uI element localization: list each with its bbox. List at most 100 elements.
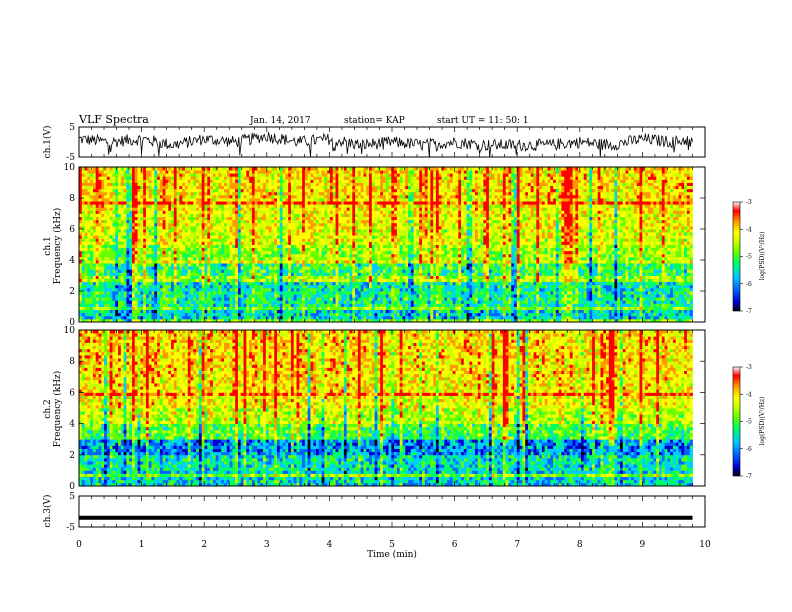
ch1-spectrogram-cell [634, 303, 637, 307]
ch1-spectrogram-cell [547, 303, 550, 307]
ch1-spectrogram-cell [425, 307, 428, 311]
ch1-spectrogram-cell [553, 294, 556, 298]
ch1-spectrogram-cell [514, 307, 517, 311]
ch1-spectrogram-cell [216, 313, 219, 317]
ch1-spectrogram-cell [358, 294, 361, 298]
ch1-spectrogram-cell [177, 316, 180, 320]
ch1-spectrogram-cell [687, 316, 690, 320]
ch1-spectrogram-cell [681, 300, 684, 304]
ch1-spectrogram-cell [550, 303, 553, 307]
ch1-spectrogram-cell [531, 300, 534, 304]
ch1-spectrogram-cell [626, 294, 629, 298]
ch1-spectrogram-cell [260, 310, 263, 314]
ch1-spectrogram-cell [469, 316, 472, 320]
ch1-spectrogram-cell [344, 303, 347, 307]
ch1-spectrogram-cell [149, 297, 152, 301]
ch1-spectrogram-cell [450, 300, 453, 304]
ch1-spectrogram-cell [464, 294, 467, 298]
ch1-spectrogram-cell [104, 300, 107, 304]
ch1-spectrogram-cell [241, 313, 244, 317]
ch1-spectrogram-cell [534, 307, 537, 311]
ch1-spectrogram-cell [673, 297, 676, 301]
ch1-spectrogram-cell [653, 294, 656, 298]
ch1-spectrogram-cell [196, 297, 199, 301]
ch1-spectrogram-cell [439, 303, 442, 307]
ch1-spectrogram-cell [199, 291, 202, 295]
ch1-spectrogram-cell [651, 300, 654, 304]
ch1-spectrogram-cell [492, 316, 495, 320]
ch1-spectrogram-cell [458, 316, 461, 320]
ch1-spectrogram-cell [355, 313, 358, 317]
ch1-spectrogram-cell [483, 291, 486, 295]
ch1-spectrogram-cell [285, 307, 288, 311]
ch1-spectrogram-cell [327, 307, 330, 311]
ch1-spectrogram-cell [224, 297, 227, 301]
ch1-spectrogram-cell [667, 297, 670, 301]
ch1-spectrogram-cell [430, 294, 433, 298]
ch1-spectrogram-cell [626, 307, 629, 311]
ch1-spectrogram-cell [626, 310, 629, 314]
ch1-spectrogram-cells [79, 167, 693, 322]
ch1-spectrogram-cell [653, 307, 656, 311]
ch1-spectrogram-cell [656, 291, 659, 295]
ch1-spectrogram-cell [642, 316, 645, 320]
figure-title: VLF Spectra [78, 113, 149, 126]
ch1-spectrogram-cell [101, 303, 104, 307]
ch1-spectrogram-cell [628, 307, 631, 311]
ch1-spectrogram-cell [366, 291, 369, 295]
ch1-spectrogram-cell [232, 300, 235, 304]
ch1-spectrogram-cell [377, 291, 380, 295]
ch1-spectrogram-cell [430, 291, 433, 295]
ch1-spectrogram-cell [461, 307, 464, 311]
ch1-spectrogram-cell [154, 307, 157, 311]
ch1-spectrogram-cell [241, 294, 244, 298]
ch1-spectrogram-cell [358, 310, 361, 314]
ch1-spectrogram-cell [600, 316, 603, 320]
ch1-spectrogram-cell [115, 297, 118, 301]
ch1-spectrogram-cell [310, 303, 313, 307]
ch1-spectrogram-cell [455, 297, 458, 301]
ch1-spectrogram-cell [230, 307, 233, 311]
ch1-spectrogram-cell [338, 291, 341, 295]
ch1-spectrogram-cell [263, 300, 266, 304]
ch1-spectrogram-cell [617, 300, 620, 304]
ch1-spectrogram-cell [428, 307, 431, 311]
ch1-spectrogram-cell [299, 316, 302, 320]
ch1-spectrogram-cell [283, 303, 286, 307]
ch1-spectrogram-cell [637, 300, 640, 304]
ch1-spectrogram-cell [115, 310, 118, 314]
ch1-spectrogram-cell [227, 316, 230, 320]
ch1-spectrogram-cell [305, 291, 308, 295]
ch1-spectrogram-cell [193, 307, 196, 311]
ch1-spectrogram-cell [595, 300, 598, 304]
ch1-spectrogram-cell [567, 316, 570, 320]
ch1-spectrogram-cell [419, 294, 422, 298]
ch1-spectrogram-cell [341, 291, 344, 295]
ch1-spectrogram-cell [204, 310, 207, 314]
ch1-spectrogram-cell [96, 288, 99, 292]
ch1-spectrogram-cell [257, 303, 260, 307]
ch1-spectrogram-cell [617, 297, 620, 301]
ch1-spectrogram-cell [277, 313, 280, 317]
ch1-spectrogram-cell [458, 303, 461, 307]
ch1-spectrogram-cell [414, 294, 417, 298]
ch1-spectrogram-cell [249, 316, 252, 320]
ch1-spectrogram-cell [121, 294, 124, 298]
ch1-spectrogram-cell [628, 300, 631, 304]
ch1-spectrogram-cell [288, 303, 291, 307]
ch1-spectrogram-cell [336, 310, 339, 314]
ch1-spectrogram-cell [642, 300, 645, 304]
ch1-spectrogram-cell [461, 291, 464, 295]
ch1-spectrogram-cell [196, 307, 199, 311]
ch1-spectrogram-cell [280, 316, 283, 320]
ch1-spectrogram-cell [204, 316, 207, 320]
ch1-spectrogram-cell [288, 316, 291, 320]
ch1-spectrogram-cell [662, 310, 665, 314]
ch1-spectrogram-cell [542, 303, 545, 307]
ch1-spectrogram-cell [82, 297, 85, 301]
ch1-spectrogram-cell [447, 307, 450, 311]
ch1-spectrogram-cell [506, 313, 509, 317]
ch1-spectrogram-cell [266, 291, 269, 295]
ch1-spectrogram-cell [157, 303, 160, 307]
ch1-spectrogram-cell [165, 297, 168, 301]
